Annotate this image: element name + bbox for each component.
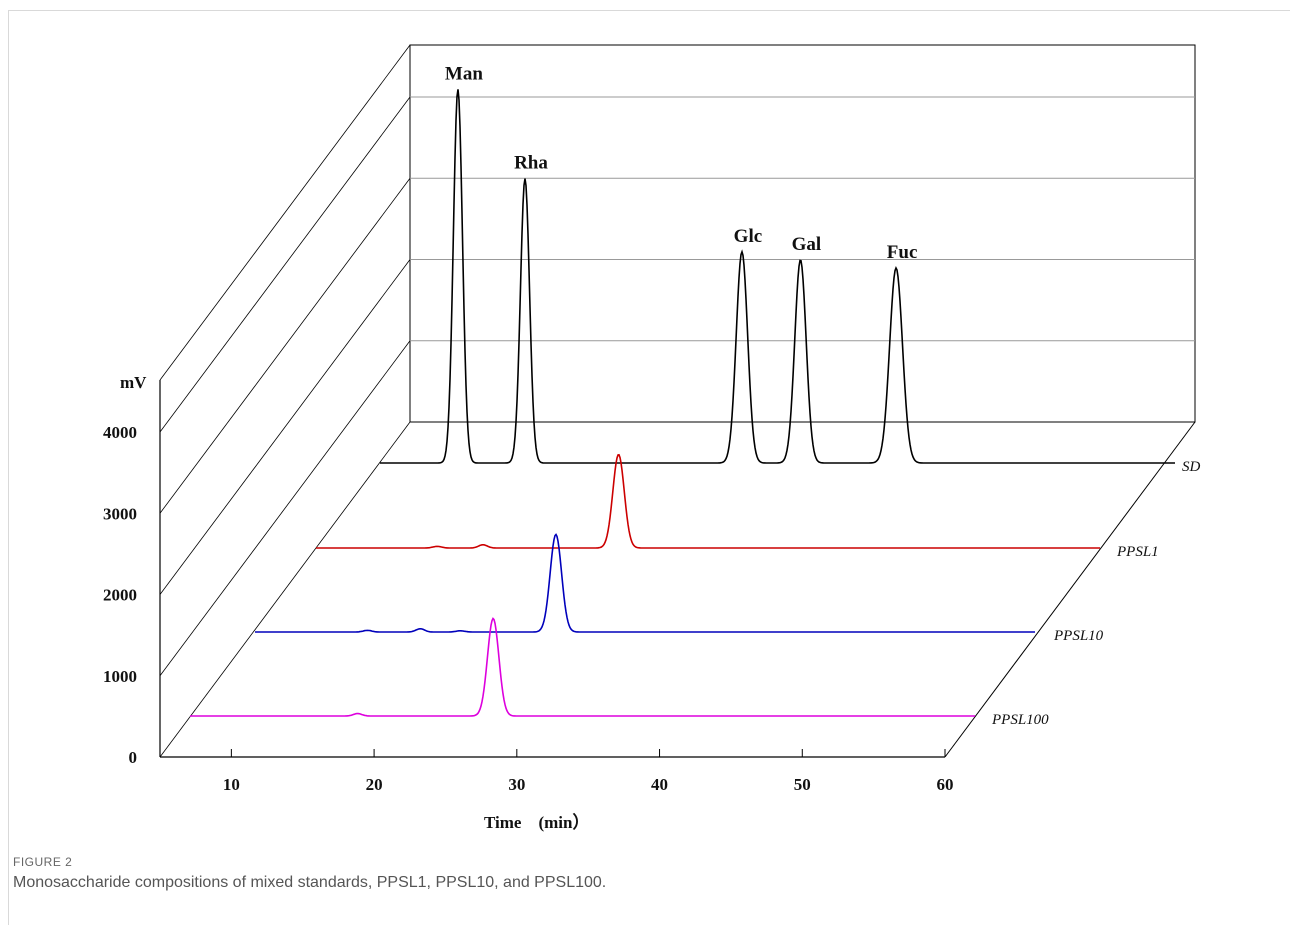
depth-line-top [159, 44, 411, 381]
depth-line [159, 421, 411, 758]
figure-caption: Monosaccharide compositions of mixed sta… [13, 874, 607, 891]
series-label-ppsl1: PPSL1 [1116, 544, 1159, 560]
depth-line [159, 178, 411, 514]
x-tick-label: 30 [508, 775, 525, 794]
chromatogram-chart: 0 1000 2000 3000 4000 10 20 30 40 50 60 SD Man Rha Gl… [103, 44, 1201, 832]
peak-label-man: Man [445, 63, 483, 84]
depth-line [159, 96, 411, 433]
y-tick-label: 0 [129, 748, 138, 767]
y-tick-label: 1000 [103, 667, 137, 686]
series-label-ppsl10: PPSL10 [1053, 628, 1104, 644]
series-label-sd: SD [1182, 459, 1201, 475]
x-axis-label: Time (min） [484, 812, 589, 832]
x-tick-label: 10 [223, 775, 240, 794]
y-tick-label: 2000 [103, 586, 137, 605]
chart-labels: mV Time (min） [120, 373, 589, 832]
depth-line [159, 259, 411, 595]
back-wall [409, 44, 1196, 423]
x-tick-label: 20 [366, 775, 383, 794]
chart-axes: 0 1000 2000 3000 4000 10 20 30 40 50 60 [103, 380, 954, 794]
x-tick-label: 50 [794, 775, 811, 794]
floor-right-edge [944, 421, 1196, 758]
y-axis-label: mV [120, 373, 147, 392]
depth-grid-lines [159, 44, 1196, 758]
y-tick-label: 4000 [103, 423, 137, 442]
x-tick-label: 40 [651, 775, 668, 794]
peak-label-fuc: Fuc [887, 242, 918, 263]
series-line-ppsl100 [190, 617, 975, 717]
figure-frame [8, 10, 1290, 925]
series-label-ppsl100: PPSL100 [991, 712, 1049, 728]
series-line-ppsl10 [255, 533, 1035, 633]
series-lines: SD Man Rha Glc Gal Fuc PPSL1 PPSL10 PPSL100 [190, 63, 1201, 728]
y-tick-label: 3000 [103, 504, 137, 523]
figure-label: FIGURE 2 [13, 855, 73, 869]
back-wall-grid [409, 44, 1196, 423]
depth-line [159, 340, 411, 676]
peak-label-gal: Gal [792, 234, 822, 255]
series-line-ppsl1 [316, 453, 1100, 549]
x-tick-label: 60 [937, 775, 954, 794]
series-line-sd [380, 89, 1175, 464]
peak-label-rha: Rha [514, 153, 548, 174]
peak-label-glc: Glc [734, 226, 763, 247]
